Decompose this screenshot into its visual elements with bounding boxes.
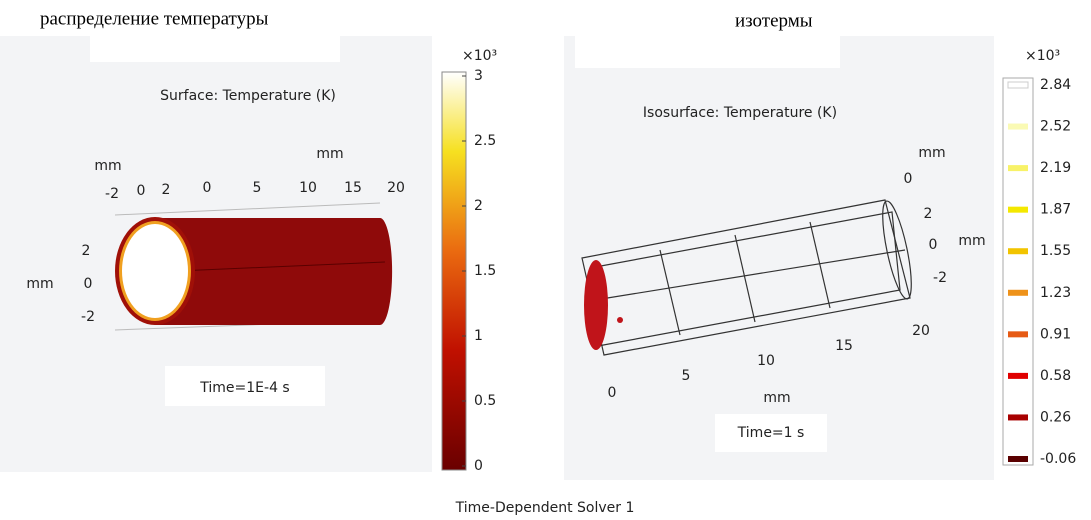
axis-unit: mm xyxy=(958,233,985,249)
heading: распределение температуры xyxy=(40,8,269,29)
legend-swatch xyxy=(1008,124,1028,130)
legend-label: 0.91 xyxy=(1040,326,1071,342)
legend-swatch xyxy=(1008,456,1028,462)
right-blank-box xyxy=(575,36,840,68)
time-label: Time=1 s xyxy=(737,425,805,441)
tick-label: 0 xyxy=(929,237,938,253)
legend-swatch xyxy=(1008,82,1028,88)
legend-label: 1.55 xyxy=(1040,243,1071,259)
tick-label: -2 xyxy=(105,186,119,202)
tick-label: 15 xyxy=(344,180,362,196)
legend-swatch xyxy=(1008,290,1028,296)
legend-label: 2.52 xyxy=(1040,119,1071,135)
tick-label: 0 xyxy=(137,183,146,199)
legend-swatch xyxy=(1008,165,1028,171)
legend-swatch xyxy=(1008,331,1028,337)
tick-label: 0 xyxy=(608,385,617,401)
colorbar-tick-label: 1.5 xyxy=(474,263,496,279)
tick-label: 0 xyxy=(203,180,212,196)
axis-unit: mm xyxy=(918,145,945,161)
screenshot: распределение температуры Surface: Tempe… xyxy=(0,0,1091,520)
colorbar-tick-label: 3 xyxy=(474,68,483,84)
tick-label: 2 xyxy=(82,243,91,259)
heading: изотермы xyxy=(735,10,813,31)
axis-unit: mm xyxy=(94,158,121,174)
colorbar-tick-label: 0.5 xyxy=(474,393,496,409)
right-plot-area xyxy=(564,36,994,480)
legend-label: 2.19 xyxy=(1040,160,1071,176)
legend-box xyxy=(1003,78,1033,465)
legend-label: 0.58 xyxy=(1040,368,1071,384)
colorbar-tick-label: 2 xyxy=(474,198,483,214)
tick-label: 5 xyxy=(682,368,691,384)
tick-label: 15 xyxy=(835,338,853,354)
tick-label: 2 xyxy=(162,182,171,198)
tick-label: 20 xyxy=(912,323,930,339)
axis-unit: mm xyxy=(316,146,343,162)
legend-label: 2.84 xyxy=(1040,77,1071,93)
tick-label: 10 xyxy=(299,180,317,196)
tick-label: 0 xyxy=(904,171,913,187)
axis-unit: mm xyxy=(26,276,53,292)
tick-label: 2 xyxy=(924,206,933,222)
legend-label: 0.26 xyxy=(1040,409,1071,425)
colorbar-tick-label: 2.5 xyxy=(474,133,496,149)
tick-label: 10 xyxy=(757,353,775,369)
tick-label: 20 xyxy=(387,180,405,196)
legend-label: -0.06 xyxy=(1040,451,1076,467)
tick-label: -2 xyxy=(933,270,947,286)
tick-label: 5 xyxy=(253,180,262,196)
tick-label: 0 xyxy=(84,276,93,292)
footer: Time-Dependent Solver 1 xyxy=(455,500,635,516)
axis-unit: mm xyxy=(763,390,790,406)
legend-label: 1.87 xyxy=(1040,202,1071,218)
plot-title: Surface: Temperature (K) xyxy=(160,88,336,104)
legend-swatch xyxy=(1008,248,1028,254)
left-blank-box xyxy=(90,36,340,62)
colorbar-tick-label: 1 xyxy=(474,328,483,344)
legend-swatch xyxy=(1008,373,1028,379)
legend-multiplier: ×10³ xyxy=(1025,48,1060,64)
tick-label: -2 xyxy=(81,309,95,325)
legend-label: 1.23 xyxy=(1040,285,1071,301)
time-label: Time=1E-4 s xyxy=(199,380,289,396)
legend-swatch xyxy=(1008,207,1028,213)
plot-title: Isosurface: Temperature (K) xyxy=(643,105,837,121)
cylinder xyxy=(115,203,392,330)
colorbar-multiplier: ×10³ xyxy=(462,48,497,64)
colorbar-tick-label: 0 xyxy=(474,458,483,474)
legend-swatch xyxy=(1008,414,1028,420)
